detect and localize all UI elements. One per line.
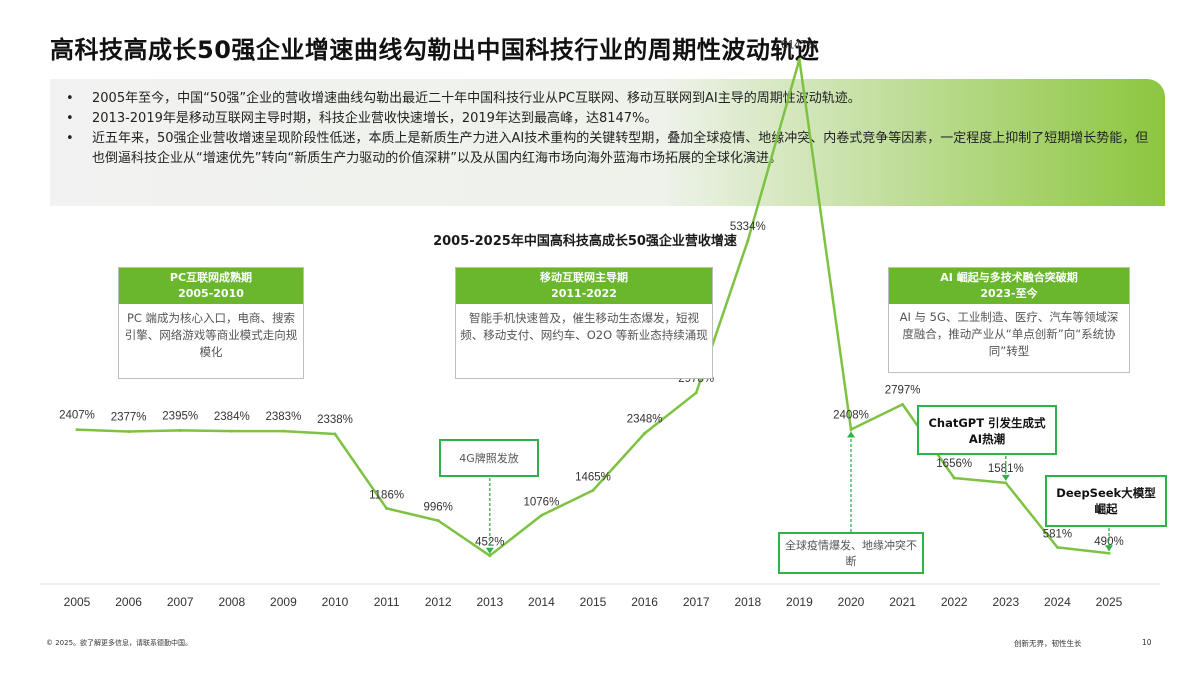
data-point <box>230 429 234 433</box>
x-tick-label: 2009 <box>270 595 297 609</box>
x-tick-label: 2016 <box>631 595 658 609</box>
phase-title: PC互联网成熟期 <box>169 271 253 284</box>
phase-description: 智能手机快速普及，催生移动生态爆发，短视频、移动支付、网约车、O2O 等新业态持… <box>460 311 708 342</box>
x-tick-label: 2015 <box>580 595 607 609</box>
phase-period: 2005-2010 <box>178 287 244 300</box>
event-chatgpt: ChatGPT 引发生成式AI热潮 <box>917 405 1057 455</box>
data-label: 8147% <box>781 39 817 51</box>
data-point <box>797 57 801 61</box>
x-tick-label: 2019 <box>786 595 813 609</box>
data-label: 1656% <box>936 458 972 470</box>
data-point <box>385 506 389 510</box>
phase-title: AI 崛起与多技术融合突破期 <box>940 271 1078 284</box>
data-label: 2383% <box>265 411 301 423</box>
data-point <box>591 488 595 492</box>
x-tick-label: 2021 <box>889 595 916 609</box>
data-label: 1076% <box>523 496 559 508</box>
chart-title: 2005-2025年中国高科技高成长50强企业营收增速 <box>433 234 737 249</box>
summary-bullet: 2013-2019年是移动互联网主导时期，科技企业营收快速增长，2019年达到最… <box>64 109 1151 129</box>
summary-bullet: 近五年来，50强企业营收增速呈现阶段性低迷，本质上是新质生产力进入AI技术重构的… <box>64 129 1151 169</box>
data-point <box>436 519 440 523</box>
data-label: 5334% <box>730 221 766 233</box>
phase-period: 2023-至今 <box>980 287 1038 300</box>
data-label: 2408% <box>833 410 869 422</box>
phase-description: AI 与 5G、工业制造、医疗、汽车等领域深度融合，推动产业从“单点创新”向“系… <box>899 310 1119 358</box>
x-tick-label: 2005 <box>64 595 91 609</box>
event-arrow-head <box>1001 474 1010 481</box>
summary-box: 2005年至今，中国“50强”企业的营收增速曲线勾勒出最近二十年中国科技行业从P… <box>50 79 1165 206</box>
x-tick-label: 2014 <box>528 595 555 609</box>
x-tick-label: 2008 <box>218 595 245 609</box>
x-tick-label: 2010 <box>322 595 349 609</box>
data-point <box>1055 545 1059 549</box>
data-label: 2395% <box>162 410 198 422</box>
data-point <box>901 402 905 406</box>
data-point <box>952 476 956 480</box>
phase-header: 移动互联网主导期 2011-2022 <box>456 268 712 304</box>
data-point <box>849 428 853 432</box>
event-arrow-head <box>1105 545 1113 552</box>
data-label: 2377% <box>111 412 147 424</box>
x-tick-label: 2013 <box>476 595 503 609</box>
summary-bullet: 2005年至今，中国“50强”企业的营收增速曲线勾勒出最近二十年中国科技行业从P… <box>64 89 1151 109</box>
data-point <box>746 239 750 243</box>
data-point <box>333 432 337 436</box>
footer-copyright: © 2025。欲了解更多信息，请联系德勤中国。 <box>46 639 193 647</box>
data-label: 2384% <box>214 411 250 423</box>
x-tick-label: 2022 <box>941 595 968 609</box>
phase-header: AI 崛起与多技术融合突破期 2023-至今 <box>889 268 1129 304</box>
x-tick-label: 2023 <box>992 595 1019 609</box>
data-label: 581% <box>1043 528 1072 540</box>
footer-slogan: 创新无界，韧性生长 <box>1014 639 1082 648</box>
data-point <box>1004 481 1008 485</box>
data-label: 490% <box>1094 536 1123 548</box>
phase-title: 移动互联网主导期 <box>540 271 628 284</box>
data-point <box>694 391 698 395</box>
phase-description: PC 端成为核心入口，电商、搜索引擎、网络游戏等商业模式走向规模化 <box>124 311 298 359</box>
data-label: 996% <box>423 502 452 514</box>
phase-period: 2011-2022 <box>551 287 617 300</box>
phase-box-ai: AI 崛起与多技术融合突破期 2023-至今 AI 与 5G、工业制造、医疗、汽… <box>888 267 1130 373</box>
x-tick-label: 2025 <box>1096 595 1123 609</box>
data-label: 1465% <box>575 471 611 483</box>
x-tick-label: 2007 <box>167 595 194 609</box>
page-number: 10 <box>1142 638 1152 647</box>
x-tick-label: 2006 <box>115 595 142 609</box>
x-tick-label: 2024 <box>1044 595 1071 609</box>
data-point <box>488 554 492 558</box>
data-point <box>1107 551 1111 555</box>
data-label: 2797% <box>885 384 921 396</box>
x-tick-label: 2012 <box>425 595 452 609</box>
phase-box-mobile: 移动互联网主导期 2011-2022 智能手机快速普及，催生移动生态爆发，短视频… <box>455 267 713 379</box>
data-point <box>75 428 79 432</box>
event-deepseek: DeepSeek大模型崛起 <box>1045 475 1167 527</box>
data-label: 2338% <box>317 414 353 426</box>
phase-box-pc: PC互联网成熟期 2005-2010 PC 端成为核心入口，电商、搜索引擎、网络… <box>118 267 304 379</box>
data-point <box>178 428 182 432</box>
x-tick-label: 2017 <box>683 595 710 609</box>
data-label: 2348% <box>627 413 663 425</box>
x-tick-label: 2020 <box>838 595 865 609</box>
x-tick-label: 2011 <box>374 595 400 609</box>
page-title: 高科技高成长50强企业增速曲线勾勒出中国科技行业的周期性波动轨迹 <box>50 36 820 64</box>
data-label: 1186% <box>369 489 404 501</box>
data-point <box>539 513 543 517</box>
data-label: 2407% <box>59 410 95 422</box>
event-arrow-head <box>485 547 494 554</box>
data-point <box>643 431 647 435</box>
data-label: 452% <box>475 537 504 549</box>
phase-header: PC互联网成熟期 2005-2010 <box>119 268 303 304</box>
event-4g-license: 4G牌照发放 <box>439 439 539 477</box>
data-point <box>127 430 131 434</box>
event-pandemic: 全球疫情爆发、地缘冲突不断 <box>778 532 924 574</box>
data-point <box>281 429 285 433</box>
event-arrow-head <box>847 431 855 438</box>
x-tick-label: 2018 <box>734 595 761 609</box>
